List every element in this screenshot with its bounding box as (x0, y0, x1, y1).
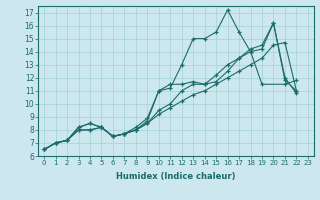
X-axis label: Humidex (Indice chaleur): Humidex (Indice chaleur) (116, 172, 236, 181)
